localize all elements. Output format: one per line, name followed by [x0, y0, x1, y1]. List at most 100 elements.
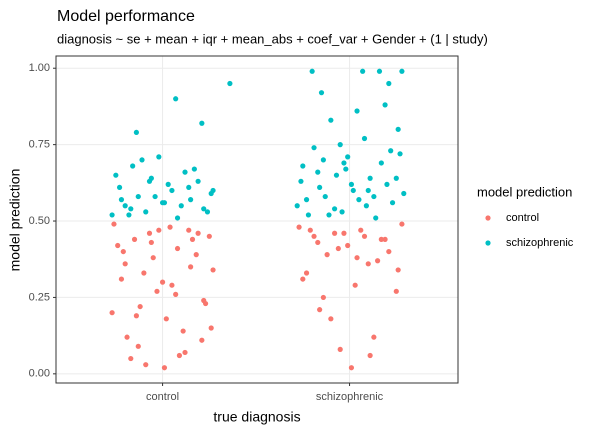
point — [395, 267, 401, 273]
point — [143, 209, 149, 215]
point — [318, 90, 325, 96]
point — [130, 163, 136, 169]
point — [393, 288, 399, 294]
point — [307, 227, 313, 233]
x-tick-label: control — [146, 391, 179, 403]
point — [388, 148, 394, 154]
point — [341, 160, 347, 166]
point — [317, 307, 323, 313]
point — [371, 193, 377, 200]
point — [363, 203, 369, 209]
point — [206, 233, 212, 239]
point — [169, 187, 175, 194]
point — [309, 68, 315, 74]
point — [111, 221, 117, 227]
point — [348, 365, 355, 371]
point — [303, 197, 310, 203]
point — [303, 270, 310, 276]
point — [154, 288, 160, 294]
legend-marker — [485, 215, 491, 221]
legend-marker — [485, 240, 491, 246]
point — [135, 343, 141, 349]
point — [365, 187, 371, 194]
point — [152, 193, 158, 200]
point — [337, 142, 343, 148]
point — [298, 178, 304, 184]
point — [191, 166, 197, 172]
point — [137, 303, 143, 310]
point — [176, 352, 183, 359]
point — [300, 276, 306, 282]
point — [324, 252, 330, 258]
point — [135, 193, 141, 200]
point — [367, 352, 373, 359]
point — [167, 224, 173, 230]
point — [386, 248, 392, 255]
point — [345, 154, 351, 160]
point — [139, 157, 145, 163]
point — [300, 163, 306, 169]
point — [337, 346, 343, 352]
point — [356, 197, 362, 203]
point — [180, 328, 186, 334]
point — [173, 96, 179, 102]
point — [128, 206, 134, 212]
point — [124, 334, 130, 340]
point — [335, 245, 341, 252]
point — [352, 282, 358, 288]
y-tick-label: 0.50 — [29, 215, 50, 227]
point — [294, 203, 300, 209]
y-tick-label: 0.00 — [29, 368, 50, 380]
point — [199, 337, 205, 343]
point — [343, 166, 349, 172]
point — [118, 276, 125, 282]
point — [141, 270, 147, 276]
point — [395, 126, 401, 132]
point — [115, 242, 121, 249]
point — [202, 300, 209, 307]
legend-label: control — [506, 212, 539, 224]
point — [109, 212, 115, 218]
point — [393, 175, 399, 181]
point — [326, 212, 332, 218]
point — [361, 135, 368, 142]
point — [186, 184, 192, 191]
point — [131, 236, 138, 242]
point — [182, 349, 188, 356]
point — [317, 184, 323, 191]
legend-label: schizophrenic — [506, 237, 574, 249]
point — [361, 233, 368, 239]
point — [320, 157, 326, 163]
point — [174, 215, 181, 221]
point — [373, 215, 379, 221]
point — [188, 264, 194, 270]
point — [113, 172, 119, 178]
y-tick-label: 1.00 — [29, 62, 50, 74]
point — [333, 172, 340, 178]
point — [384, 181, 390, 187]
point — [195, 230, 201, 236]
point — [165, 181, 171, 187]
point — [122, 203, 128, 209]
point — [159, 200, 166, 206]
chart-subtitle: diagnosis ~ se + mean + iqr + mean_abs +… — [57, 31, 488, 46]
point — [116, 184, 123, 191]
point — [227, 80, 233, 87]
point — [331, 230, 338, 236]
point — [146, 230, 153, 236]
panel-border — [55, 55, 459, 384]
point — [133, 313, 139, 319]
point — [397, 151, 403, 157]
point — [311, 145, 317, 151]
point — [204, 209, 211, 215]
point — [382, 236, 388, 242]
point — [315, 239, 321, 246]
point — [401, 190, 407, 197]
point — [354, 255, 360, 261]
point — [182, 169, 188, 175]
point — [193, 252, 199, 258]
point — [118, 197, 125, 203]
point — [199, 120, 205, 126]
point — [378, 160, 384, 166]
